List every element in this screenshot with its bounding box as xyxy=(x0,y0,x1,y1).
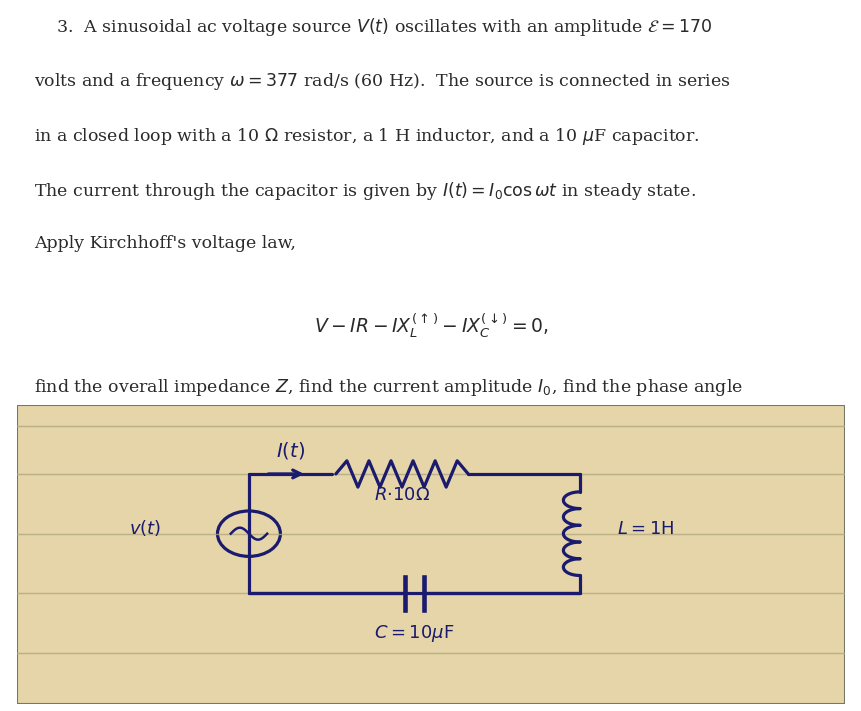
Text: $R{\cdot}10\Omega$: $R{\cdot}10\Omega$ xyxy=(374,486,430,503)
Text: Apply Kirchhoff's voltage law,: Apply Kirchhoff's voltage law, xyxy=(34,235,296,252)
Text: write down: write down xyxy=(88,432,187,449)
Text: an expression for the source voltage $V(t)$.  What is the average: an expression for the source voltage $V(… xyxy=(154,432,712,454)
Text: The current through the capacitor is given by $I(t) = I_0 \cos\omega t$ in stead: The current through the capacitor is giv… xyxy=(34,181,696,203)
Text: in a closed loop with a 10 $\Omega$ resistor, a 1 H inductor, and a 10 $\mu$F ca: in a closed loop with a 10 $\Omega$ resi… xyxy=(34,126,699,146)
Text: $\phi$, and: $\phi$, and xyxy=(34,432,91,454)
FancyBboxPatch shape xyxy=(17,405,844,704)
Text: find the overall impedance $Z$, find the current amplitude $I_0$, find the phase: find the overall impedance $Z$, find the… xyxy=(34,378,742,398)
Text: $V - IR - IX_L^{(\uparrow)} - IX_C^{(\downarrow)} = 0,$: $V - IR - IX_L^{(\uparrow)} - IX_C^{(\do… xyxy=(313,311,548,341)
Text: $L = 1\mathrm{H}$: $L = 1\mathrm{H}$ xyxy=(616,520,673,538)
Text: $C = 10\mu\mathrm{F}$: $C = 10\mu\mathrm{F}$ xyxy=(374,624,454,644)
Text: power $\overline{V(t)I(t)}$ delivered to the circuit?: power $\overline{V(t)I(t)}$ delivered to… xyxy=(34,487,370,513)
Text: 3.  A sinusoidal ac voltage source $V(t)$ oscillates with an amplitude $\mathcal: 3. A sinusoidal ac voltage source $V(t)$… xyxy=(34,16,712,38)
Text: $I(t)$: $I(t)$ xyxy=(276,439,305,461)
Text: $v(t)$: $v(t)$ xyxy=(129,518,161,538)
Text: volts and a frequency $\omega = 377$ rad/s (60 Hz).  The source is connected in : volts and a frequency $\omega = 377$ rad… xyxy=(34,71,731,92)
